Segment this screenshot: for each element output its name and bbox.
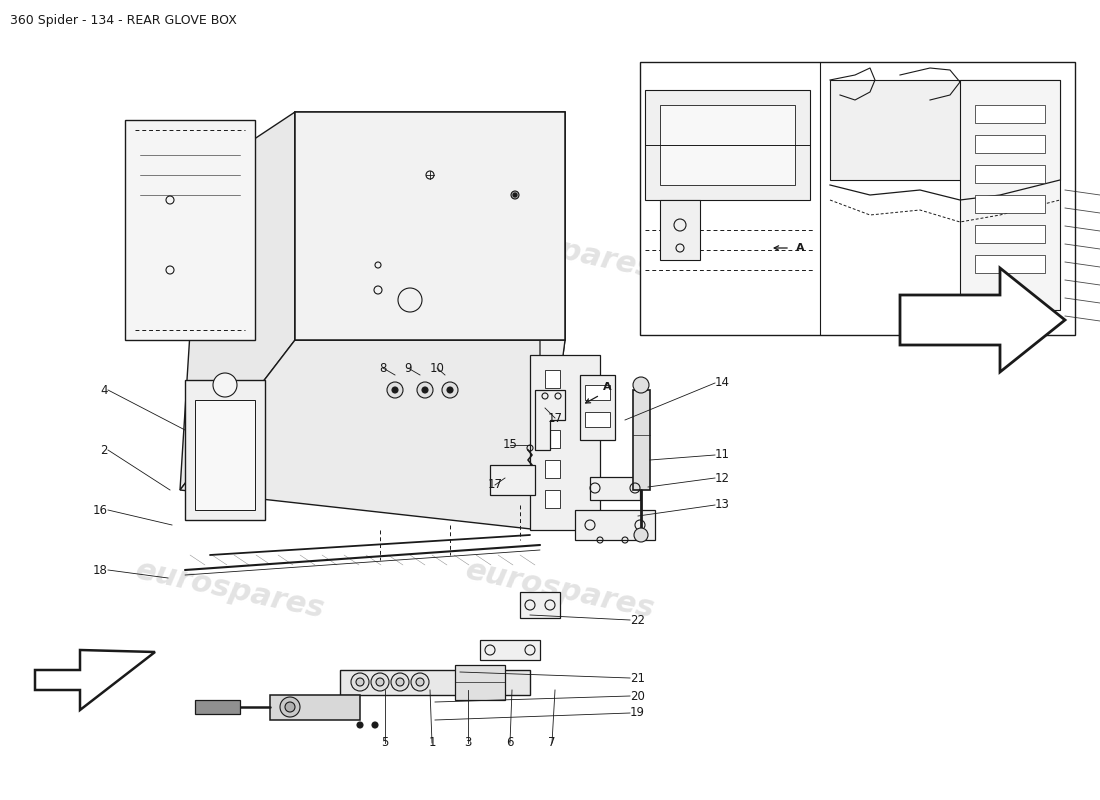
Text: 2: 2 bbox=[100, 443, 108, 457]
Polygon shape bbox=[975, 225, 1045, 243]
Text: 6: 6 bbox=[506, 737, 514, 750]
Text: A: A bbox=[795, 243, 804, 253]
Polygon shape bbox=[530, 355, 600, 530]
Polygon shape bbox=[975, 255, 1045, 273]
Text: 22: 22 bbox=[630, 614, 645, 626]
Circle shape bbox=[422, 387, 428, 393]
Polygon shape bbox=[590, 477, 640, 500]
Text: 21: 21 bbox=[630, 671, 645, 685]
Text: 360 Spider - 134 - REAR GLOVE BOX: 360 Spider - 134 - REAR GLOVE BOX bbox=[10, 14, 236, 27]
Circle shape bbox=[634, 528, 648, 542]
Polygon shape bbox=[480, 640, 540, 660]
Text: 3: 3 bbox=[464, 737, 472, 750]
Circle shape bbox=[396, 678, 404, 686]
Text: 9: 9 bbox=[405, 362, 411, 374]
Circle shape bbox=[356, 678, 364, 686]
Text: 12: 12 bbox=[715, 471, 730, 485]
Text: 11: 11 bbox=[715, 449, 730, 462]
Polygon shape bbox=[35, 650, 155, 710]
Text: 8: 8 bbox=[379, 362, 387, 374]
Text: 4: 4 bbox=[100, 383, 108, 397]
Text: 1: 1 bbox=[428, 737, 436, 750]
Text: 10: 10 bbox=[430, 362, 444, 374]
Polygon shape bbox=[195, 400, 255, 510]
Circle shape bbox=[512, 191, 519, 199]
Circle shape bbox=[632, 377, 649, 393]
Polygon shape bbox=[975, 195, 1045, 213]
Circle shape bbox=[392, 387, 398, 393]
Text: eurospares: eurospares bbox=[133, 556, 328, 624]
Polygon shape bbox=[544, 490, 560, 508]
Polygon shape bbox=[585, 412, 611, 427]
Polygon shape bbox=[125, 120, 255, 340]
Polygon shape bbox=[632, 390, 650, 490]
Polygon shape bbox=[830, 80, 1060, 180]
Polygon shape bbox=[544, 370, 560, 388]
Circle shape bbox=[372, 722, 378, 728]
Polygon shape bbox=[640, 62, 1075, 335]
Polygon shape bbox=[544, 400, 560, 418]
Polygon shape bbox=[960, 80, 1060, 310]
Text: eurospares: eurospares bbox=[133, 216, 328, 284]
Polygon shape bbox=[544, 460, 560, 478]
Circle shape bbox=[417, 382, 433, 398]
Text: 19: 19 bbox=[630, 706, 645, 719]
Circle shape bbox=[387, 382, 403, 398]
Polygon shape bbox=[660, 105, 795, 185]
Polygon shape bbox=[340, 670, 530, 695]
Polygon shape bbox=[975, 165, 1045, 183]
Polygon shape bbox=[540, 112, 565, 530]
Polygon shape bbox=[295, 112, 565, 340]
Polygon shape bbox=[180, 340, 565, 530]
Polygon shape bbox=[295, 112, 565, 340]
Circle shape bbox=[442, 382, 458, 398]
Text: 18: 18 bbox=[94, 563, 108, 577]
Polygon shape bbox=[544, 430, 560, 448]
Polygon shape bbox=[900, 268, 1065, 372]
Text: eurospares: eurospares bbox=[463, 216, 658, 284]
Text: 14: 14 bbox=[715, 377, 730, 390]
Circle shape bbox=[213, 373, 236, 397]
Polygon shape bbox=[185, 380, 265, 520]
Text: 7: 7 bbox=[548, 737, 556, 750]
Circle shape bbox=[513, 193, 517, 197]
Polygon shape bbox=[490, 465, 535, 495]
Text: A: A bbox=[603, 382, 612, 392]
Text: 13: 13 bbox=[715, 498, 730, 511]
Polygon shape bbox=[975, 105, 1045, 123]
Polygon shape bbox=[645, 90, 810, 200]
Polygon shape bbox=[520, 592, 560, 618]
Circle shape bbox=[376, 678, 384, 686]
Polygon shape bbox=[195, 700, 240, 714]
Polygon shape bbox=[825, 70, 1065, 330]
Text: 15: 15 bbox=[503, 438, 517, 451]
Polygon shape bbox=[226, 112, 390, 390]
Text: 17: 17 bbox=[548, 411, 562, 425]
Polygon shape bbox=[585, 385, 611, 400]
Text: 5: 5 bbox=[382, 737, 388, 750]
Circle shape bbox=[416, 678, 424, 686]
Circle shape bbox=[447, 387, 453, 393]
Circle shape bbox=[411, 673, 429, 691]
Polygon shape bbox=[580, 375, 615, 440]
Polygon shape bbox=[535, 390, 565, 450]
Text: 17: 17 bbox=[487, 478, 503, 491]
Text: eurospares: eurospares bbox=[463, 556, 658, 624]
Circle shape bbox=[285, 702, 295, 712]
Text: 20: 20 bbox=[630, 690, 645, 702]
Polygon shape bbox=[575, 510, 654, 540]
Polygon shape bbox=[660, 200, 700, 260]
Polygon shape bbox=[270, 695, 360, 720]
Polygon shape bbox=[975, 135, 1045, 153]
Text: 16: 16 bbox=[94, 503, 108, 517]
Circle shape bbox=[280, 697, 300, 717]
Circle shape bbox=[390, 673, 409, 691]
Circle shape bbox=[371, 673, 389, 691]
Circle shape bbox=[358, 722, 363, 728]
Circle shape bbox=[351, 673, 369, 691]
Polygon shape bbox=[455, 665, 505, 700]
Polygon shape bbox=[180, 112, 295, 490]
